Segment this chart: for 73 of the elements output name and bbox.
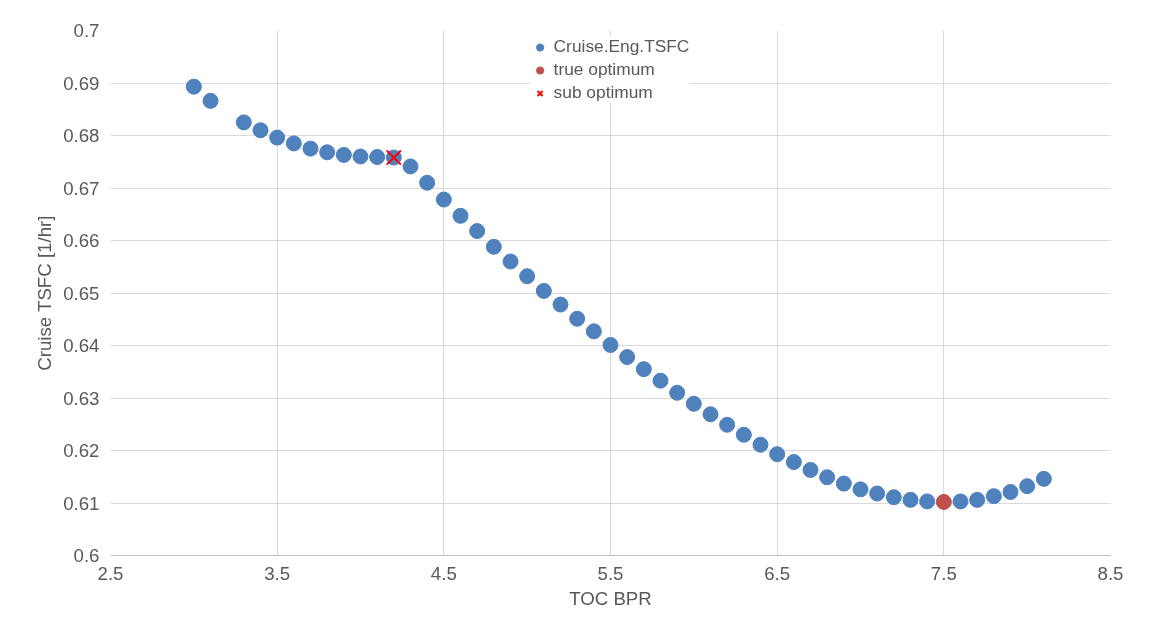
legend-label: true optimum [553, 59, 655, 80]
x-tick-label: 7.5 [930, 562, 957, 584]
point [1002, 483, 1019, 500]
y-tick-label: 0.6 [73, 545, 100, 566]
point [652, 372, 669, 389]
y-tick-label: 0.61 [63, 492, 100, 514]
point [785, 454, 802, 471]
y-tick-label: 0.63 [63, 387, 100, 409]
point [319, 144, 336, 161]
legend-label: sub optimum [553, 82, 653, 103]
point [352, 148, 369, 165]
x-tick-label: 6.5 [764, 562, 791, 584]
point [619, 349, 636, 366]
point [869, 485, 886, 502]
y-tick-label: 0.64 [63, 335, 100, 356]
y-axis-title: Cruise TSFC [1/hr] [34, 215, 56, 371]
x-tick-label: 4.5 [430, 562, 457, 584]
point [235, 114, 252, 131]
y-tick-label: 0.62 [63, 440, 100, 461]
point [519, 268, 536, 285]
x-axis-title: TOC BPR [569, 587, 652, 609]
y-tick-label: 0.65 [63, 282, 100, 304]
point [835, 475, 852, 492]
y-tick-label: 0.67 [63, 177, 100, 199]
point [852, 481, 869, 498]
point [952, 493, 969, 510]
point [202, 92, 219, 109]
x-tick-label: 5.5 [597, 562, 624, 584]
x-tick-label: 2.5 [97, 562, 124, 584]
legend-label: Cruise.Eng.TSFC [553, 36, 690, 57]
point [285, 135, 302, 152]
point [969, 491, 986, 508]
point [569, 310, 586, 327]
point [402, 158, 419, 175]
point [919, 493, 936, 510]
point [585, 323, 602, 340]
point [819, 469, 836, 486]
point [935, 493, 952, 510]
point [769, 446, 786, 463]
point [752, 436, 769, 453]
x-tick-label: 8.5 [1097, 562, 1124, 584]
y-tick-label: 0.68 [63, 125, 100, 146]
point [552, 296, 569, 313]
point [702, 406, 719, 423]
x-tick-label: 3.5 [264, 562, 291, 584]
point [435, 191, 452, 208]
point [535, 282, 552, 299]
point [802, 461, 819, 478]
point [419, 174, 436, 191]
point [669, 384, 686, 401]
point [369, 149, 386, 166]
point [735, 426, 752, 443]
point [485, 238, 502, 255]
point [502, 253, 519, 270]
point [885, 489, 902, 506]
point [252, 122, 269, 139]
point [602, 336, 619, 353]
point [335, 146, 352, 163]
point [635, 361, 652, 378]
point [985, 488, 1002, 505]
point [1019, 478, 1036, 495]
point [269, 129, 286, 146]
point [185, 78, 202, 95]
point [469, 223, 486, 240]
y-tick-label: 0.69 [63, 72, 100, 94]
point [719, 416, 736, 433]
y-tick-label: 0.7 [73, 20, 100, 41]
y-tick-label: 0.66 [63, 230, 100, 251]
point [452, 207, 469, 224]
point [685, 395, 702, 412]
point [1035, 470, 1052, 487]
point [302, 140, 319, 157]
point [902, 491, 919, 508]
